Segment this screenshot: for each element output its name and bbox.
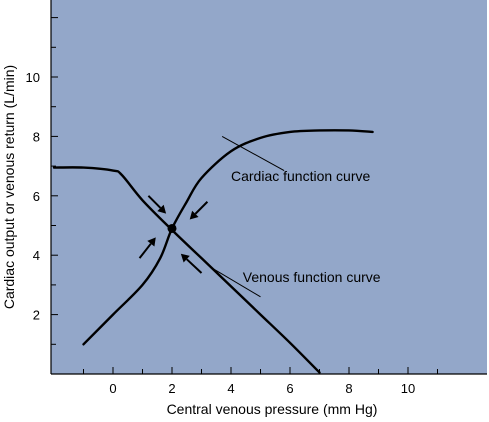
label-layer: Cardiac function curve Venous function cu… [231, 168, 381, 285]
arrow-shaft [194, 201, 209, 215]
arrow-layer [138, 195, 209, 274]
arrow-shaft [186, 258, 203, 274]
pointer-layer [210, 135, 285, 298]
axes [50, 0, 487, 375]
arrow-head [180, 253, 190, 263]
cardiac-curve-label: Cardiac function curve [231, 168, 371, 184]
y-tick-label: 2 [33, 308, 40, 323]
annotation-pointer [221, 135, 285, 171]
arrow-shaft [147, 195, 162, 209]
x-tick-label: 6 [286, 381, 293, 396]
arrow-shaft [138, 243, 152, 259]
arrow-head [157, 204, 167, 214]
x-tick-label: 4 [227, 381, 234, 396]
y-tick-label: 8 [33, 129, 40, 144]
plot-background [51, 0, 487, 374]
series-layer [52, 129, 374, 374]
venous-curve-label: Venous function curve [243, 269, 381, 285]
y-tick-label: 4 [33, 248, 40, 263]
y-axis-title: Cardiac output or venous return (L/min) [1, 65, 17, 309]
annotation-pointer [210, 266, 261, 298]
cardiac-function-curve [82, 129, 374, 346]
direction-arrow [189, 201, 209, 220]
arrow-head [189, 210, 199, 220]
direction-arrow [180, 253, 203, 274]
ticks: 0 2 4 6 8 10 2 4 6 8 10 [26, 17, 438, 396]
x-tick-label: 0 [109, 381, 116, 396]
x-tick-label: 8 [345, 381, 352, 396]
x-tick-label: 2 [168, 381, 175, 396]
arrow-head [147, 237, 156, 247]
x-axis-title: Central venous pressure (mm Hg) [167, 401, 378, 417]
direction-arrow [147, 195, 167, 214]
equilibrium-point [167, 223, 177, 233]
direction-arrow [138, 237, 156, 259]
x-tick-label: 10 [401, 381, 415, 396]
y-tick-label: 10 [26, 70, 40, 85]
y-tick-label: 6 [33, 189, 40, 204]
